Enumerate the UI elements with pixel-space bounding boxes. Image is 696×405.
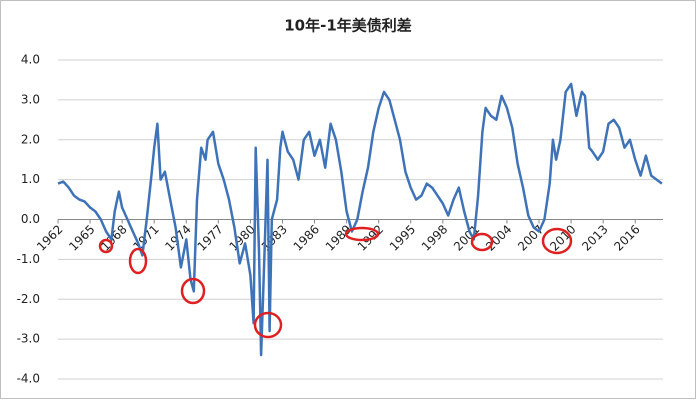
highlight-circle: [180, 277, 206, 305]
y-tick-label: -2.0: [17, 292, 40, 306]
highlight-circle: [253, 311, 283, 339]
y-tick-label: -3.0: [17, 332, 40, 346]
y-tick-label: -1.0: [17, 252, 40, 266]
y-tick-label: 1.0: [21, 172, 40, 186]
highlight-circle: [541, 227, 573, 255]
highlight-circle: [128, 247, 148, 275]
highlight-circle: [470, 232, 494, 252]
y-tick-label: 2.0: [21, 132, 40, 146]
highlight-circle: [344, 226, 380, 242]
y-tick-label: 4.0: [21, 53, 40, 67]
y-tick-label: -4.0: [17, 372, 40, 386]
highlight-circle: [98, 238, 114, 254]
chart-title: 10年-1年美债利差: [284, 17, 412, 35]
data-line: [57, 82, 663, 357]
y-tick-label: 3.0: [21, 92, 40, 106]
y-tick-label: 0.0: [21, 212, 40, 226]
annotations: [98, 226, 573, 339]
